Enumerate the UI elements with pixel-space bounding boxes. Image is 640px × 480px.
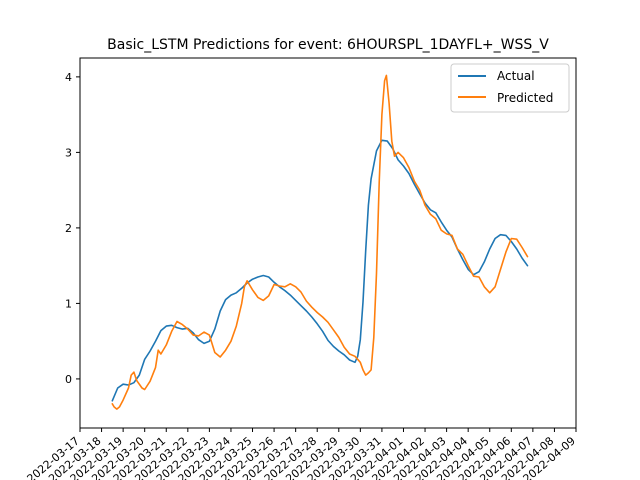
series-line-predicted — [111, 74, 529, 410]
y-tick-label: 2 — [65, 222, 72, 235]
y-axis: 0 1 2 3 4 — [65, 71, 80, 386]
y-tick-label: 0 — [65, 373, 72, 386]
chart-title: Basic_LSTM Predictions for event: 6HOURS… — [107, 37, 549, 53]
legend-label-actual: Actual — [497, 69, 535, 83]
y-tick-label: 4 — [65, 71, 72, 84]
series-lines — [111, 74, 529, 410]
legend: Actual Predicted — [450, 63, 570, 113]
y-tick-label: 3 — [65, 146, 72, 159]
legend-label-predicted: Predicted — [497, 91, 553, 105]
y-tick-label: 1 — [65, 297, 72, 310]
plot-frame — [79, 57, 577, 429]
